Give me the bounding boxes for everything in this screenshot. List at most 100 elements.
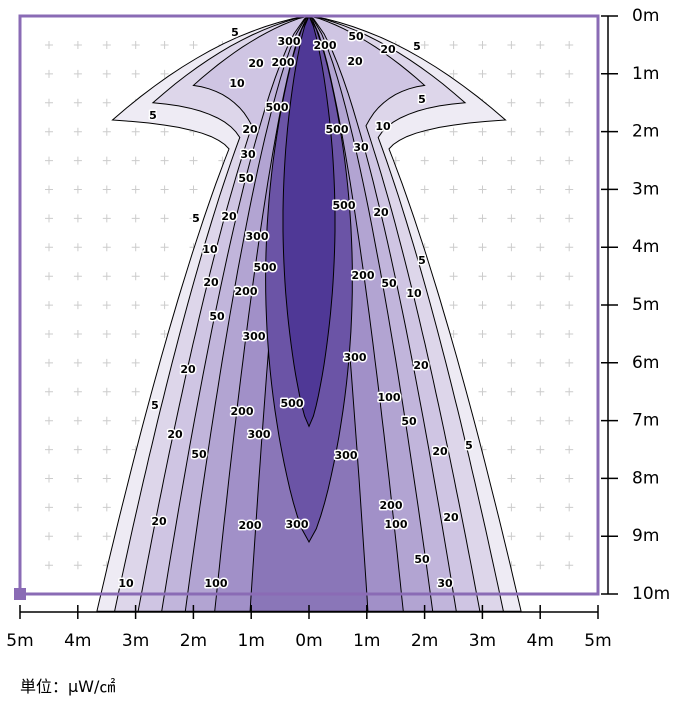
contour-label: 500 [326, 123, 349, 136]
grid-cross [507, 272, 516, 281]
x-tick-label: 5m [6, 631, 33, 651]
grid-cross [102, 445, 111, 454]
grid-cross [449, 301, 458, 310]
grid-cross [73, 272, 82, 281]
contour-label: 20 [167, 428, 183, 441]
contour-label: 100 [205, 577, 228, 590]
contour-label: 200 [239, 519, 262, 532]
contour-label: 500 [281, 397, 304, 410]
contour-label: 100 [385, 518, 408, 531]
grid-cross [449, 69, 458, 78]
grid-cross [45, 272, 53, 281]
grid-cross [73, 387, 82, 396]
grid-cross [73, 503, 82, 512]
contour-label: 50 [348, 30, 364, 43]
grid-cross [565, 532, 574, 541]
grid-cross [131, 387, 140, 396]
contour-label: 20 [380, 43, 396, 56]
grid-cross [45, 214, 53, 223]
grid-cross [507, 69, 516, 78]
grid-cross [536, 416, 545, 425]
x-tick-label: 5m [584, 631, 611, 651]
grid-cross [536, 156, 545, 165]
contour-label: 5 [465, 439, 473, 452]
grid-cross [536, 41, 545, 49]
grid-cross [536, 532, 545, 541]
y-tick-label: 7m [632, 411, 659, 431]
grid-cross [565, 69, 574, 78]
grid-cross [536, 445, 545, 454]
grid-cross [45, 503, 53, 512]
grid-cross [536, 185, 545, 194]
contour-label: 10 [375, 120, 391, 133]
grid-cross [102, 358, 111, 367]
contour-label: 200 [231, 405, 254, 418]
contour-label: 30 [353, 141, 369, 154]
contour-label: 30 [437, 577, 453, 590]
grid-cross [102, 98, 111, 107]
contour-label: 100 [378, 391, 401, 404]
grid-cross [160, 127, 169, 136]
contour-label: 20 [347, 55, 363, 68]
grid-cross [102, 185, 111, 194]
grid-cross [565, 474, 574, 483]
grid-cross [73, 301, 82, 310]
grid-cross [565, 358, 574, 367]
grid-cross [565, 445, 574, 454]
grid-cross [73, 243, 82, 252]
grid-cross [131, 358, 140, 367]
grid-cross [536, 214, 545, 223]
contour-label: 20 [242, 123, 258, 136]
grid-cross [45, 358, 53, 367]
grid-cross [536, 301, 545, 310]
grid-cross [536, 272, 545, 281]
y-tick-label: 0m [632, 6, 659, 26]
grid-cross [565, 156, 574, 165]
grid-cross [102, 474, 111, 483]
y-tick-label: 4m [632, 237, 659, 257]
grid-cross [536, 358, 545, 367]
grid-cross [102, 272, 111, 281]
contour-label: 200 [380, 499, 403, 512]
grid-cross [131, 243, 140, 252]
contour-label: 10 [118, 577, 134, 590]
grid-cross [102, 387, 111, 396]
grid-cross [73, 474, 82, 483]
grid-cross [420, 41, 429, 49]
grid-cross [160, 185, 169, 194]
contour-label: 20 [221, 210, 237, 223]
grid-cross [478, 330, 487, 338]
grid-cross [507, 532, 516, 541]
grid-cross [131, 41, 140, 49]
grid-cross [536, 503, 545, 512]
grid-cross [536, 561, 545, 570]
grid-cross [507, 214, 516, 223]
y-tick-label: 6m [632, 353, 659, 373]
grid-cross [131, 69, 140, 78]
contour-label: 20 [443, 511, 459, 524]
grid-cross [536, 243, 545, 252]
grid-cross [73, 561, 82, 570]
contour-label: 5 [418, 93, 426, 106]
grid-cross [73, 41, 82, 49]
contour-label: 10 [406, 287, 422, 300]
grid-cross [45, 474, 53, 483]
grid-cross [102, 243, 111, 252]
grid-cross [507, 156, 516, 165]
contour-label: 50 [191, 448, 207, 461]
grid-cross [507, 243, 516, 252]
contour-label: 50 [401, 415, 417, 428]
grid-cross [507, 358, 516, 367]
grid-cross [449, 272, 458, 281]
contour-label: 500 [333, 199, 356, 212]
x-tick-label: 3m [122, 631, 149, 651]
grid-cross [160, 69, 169, 78]
grid-cross [565, 272, 574, 281]
grid-cross [478, 69, 487, 78]
grid-cross [449, 214, 458, 223]
grid-cross [131, 185, 140, 194]
grid-cross [102, 214, 111, 223]
contour-label: 300 [243, 330, 266, 343]
grid-cross [449, 156, 458, 165]
